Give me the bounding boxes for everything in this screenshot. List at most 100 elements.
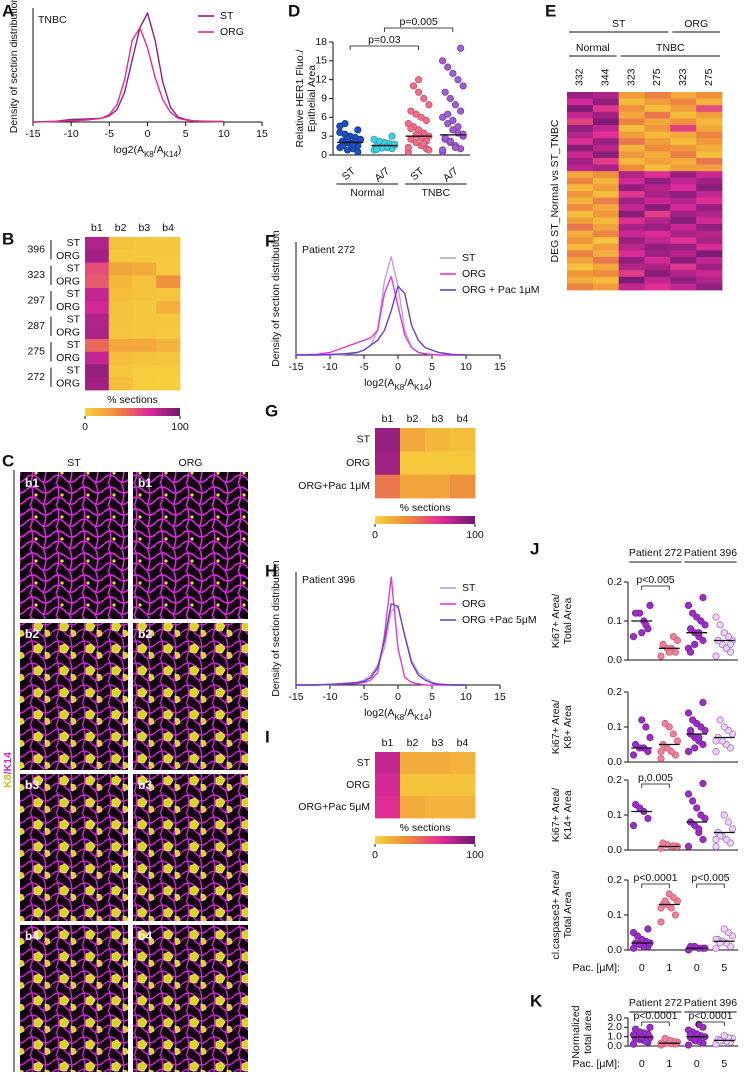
micrograph — [20, 925, 128, 1072]
heatmap-cell — [670, 237, 697, 245]
x-tick-label: 5 — [721, 1058, 727, 1070]
data-point — [659, 640, 667, 649]
heatmap-cell — [618, 263, 645, 271]
x-axis-label-part: /A — [404, 707, 414, 719]
y-tick-label: 18 — [315, 36, 327, 48]
heatmap-cell — [425, 474, 451, 499]
x-tick-label: 0 — [694, 1058, 700, 1070]
heatmap-cell — [644, 204, 671, 212]
heatmap-cell — [670, 144, 697, 152]
heatmap-cell — [567, 197, 594, 205]
heatmap-cell — [670, 158, 697, 165]
row-label: ORG — [56, 250, 80, 262]
x-tick-label: 10 — [460, 691, 472, 703]
data-point — [686, 625, 695, 633]
heatmap-cell — [132, 339, 157, 353]
heatmap-cell — [108, 339, 133, 353]
data-point — [404, 143, 412, 152]
heatmap-cell — [567, 257, 594, 264]
data-point — [712, 842, 720, 851]
data-point — [631, 1025, 640, 1033]
heatmap-cell — [567, 230, 594, 238]
row-label: ST — [357, 757, 371, 769]
stain-k8: K8 — [2, 774, 14, 788]
data-point — [684, 842, 693, 851]
data-point — [409, 82, 418, 90]
data-point — [407, 135, 415, 143]
micrograph-label: b1 — [138, 476, 152, 490]
heatmap-cell — [696, 191, 723, 198]
data-point — [444, 63, 452, 71]
heatmap-cell — [618, 276, 645, 284]
heatmap-cell — [670, 105, 697, 113]
x-tick-label: 5 — [429, 691, 435, 703]
heatmap-cell — [618, 237, 645, 245]
heatmap-cell — [132, 351, 157, 365]
row-label: ORG — [56, 301, 80, 313]
p-value: p<0.005 — [691, 872, 729, 884]
density-curve — [296, 603, 466, 686]
data-point — [441, 88, 449, 96]
p-value: p<0.0001 — [633, 872, 677, 884]
row-label: ORG — [346, 779, 370, 791]
y-axis-label: Density of section distribution — [270, 230, 282, 367]
data-point — [412, 138, 420, 147]
header-label: Normal — [576, 42, 610, 54]
x-tick-label: 10 — [218, 128, 230, 140]
heatmap-cell — [644, 171, 671, 179]
legend-label: ORG +Pac 5μM — [462, 614, 537, 626]
data-point — [412, 131, 420, 139]
data-point — [354, 148, 362, 156]
heatmap-cell — [670, 250, 697, 258]
data-point — [712, 944, 720, 952]
data-point — [697, 811, 705, 819]
significance-bracket — [349, 45, 420, 50]
heatmap-cell — [592, 184, 620, 192]
heatmap-cell — [618, 98, 645, 106]
heatmap-cell — [592, 105, 620, 113]
y-axis-label: total area — [582, 1010, 594, 1054]
data-point — [684, 1041, 693, 1049]
y-axis-label: K14+ Area — [562, 790, 574, 839]
heatmap-cell — [618, 151, 645, 159]
data-point — [407, 107, 415, 115]
heatmap-cell — [132, 300, 157, 314]
row-label: ST — [67, 314, 81, 326]
x-tick-label: 0 — [639, 1058, 645, 1070]
heatmap-cell — [696, 118, 723, 126]
heatmap-cell — [592, 138, 620, 146]
heatmap-cell — [670, 118, 697, 126]
data-point — [669, 632, 677, 641]
data-point — [716, 621, 724, 629]
data-point — [412, 110, 420, 118]
data-point — [629, 751, 638, 759]
panel-label: I — [265, 727, 270, 746]
data-point — [712, 652, 720, 660]
data-point — [420, 94, 428, 103]
heatmap-cell — [108, 249, 133, 263]
heatmap-cell — [108, 364, 133, 378]
heatmap-cell — [567, 151, 594, 159]
x-axis-label-part: ) — [428, 377, 432, 389]
data-point — [720, 723, 728, 731]
x-tick-label: 10 — [460, 361, 472, 373]
column-label: 332 — [574, 68, 586, 86]
y-axis-label: cl.caspase3+ Area/ — [550, 870, 562, 959]
heatmap-cell — [644, 177, 671, 185]
heatmap-cell — [592, 118, 620, 126]
y-axis-label: DEG ST_Normal vs ST_TNBC — [549, 119, 561, 262]
colorbar-tick-label: 0 — [372, 849, 378, 861]
x-axis-label: Pac. [μM]: — [573, 962, 620, 974]
heatmap-cell — [156, 300, 181, 314]
header-label: Patient 396 — [684, 997, 737, 1009]
heatmap-cell — [670, 111, 697, 119]
heatmap-cell — [156, 377, 181, 391]
annotation: Patient 272 — [302, 244, 355, 256]
micrograph — [20, 472, 128, 619]
heatmap-cell — [592, 151, 620, 159]
x-axis-label-part: log2(A — [364, 377, 394, 389]
column-label: b4 — [457, 413, 469, 425]
heatmap-cell — [618, 125, 645, 132]
legend-label: ORG — [220, 26, 244, 38]
stain-label: K8/K14 — [2, 752, 14, 788]
